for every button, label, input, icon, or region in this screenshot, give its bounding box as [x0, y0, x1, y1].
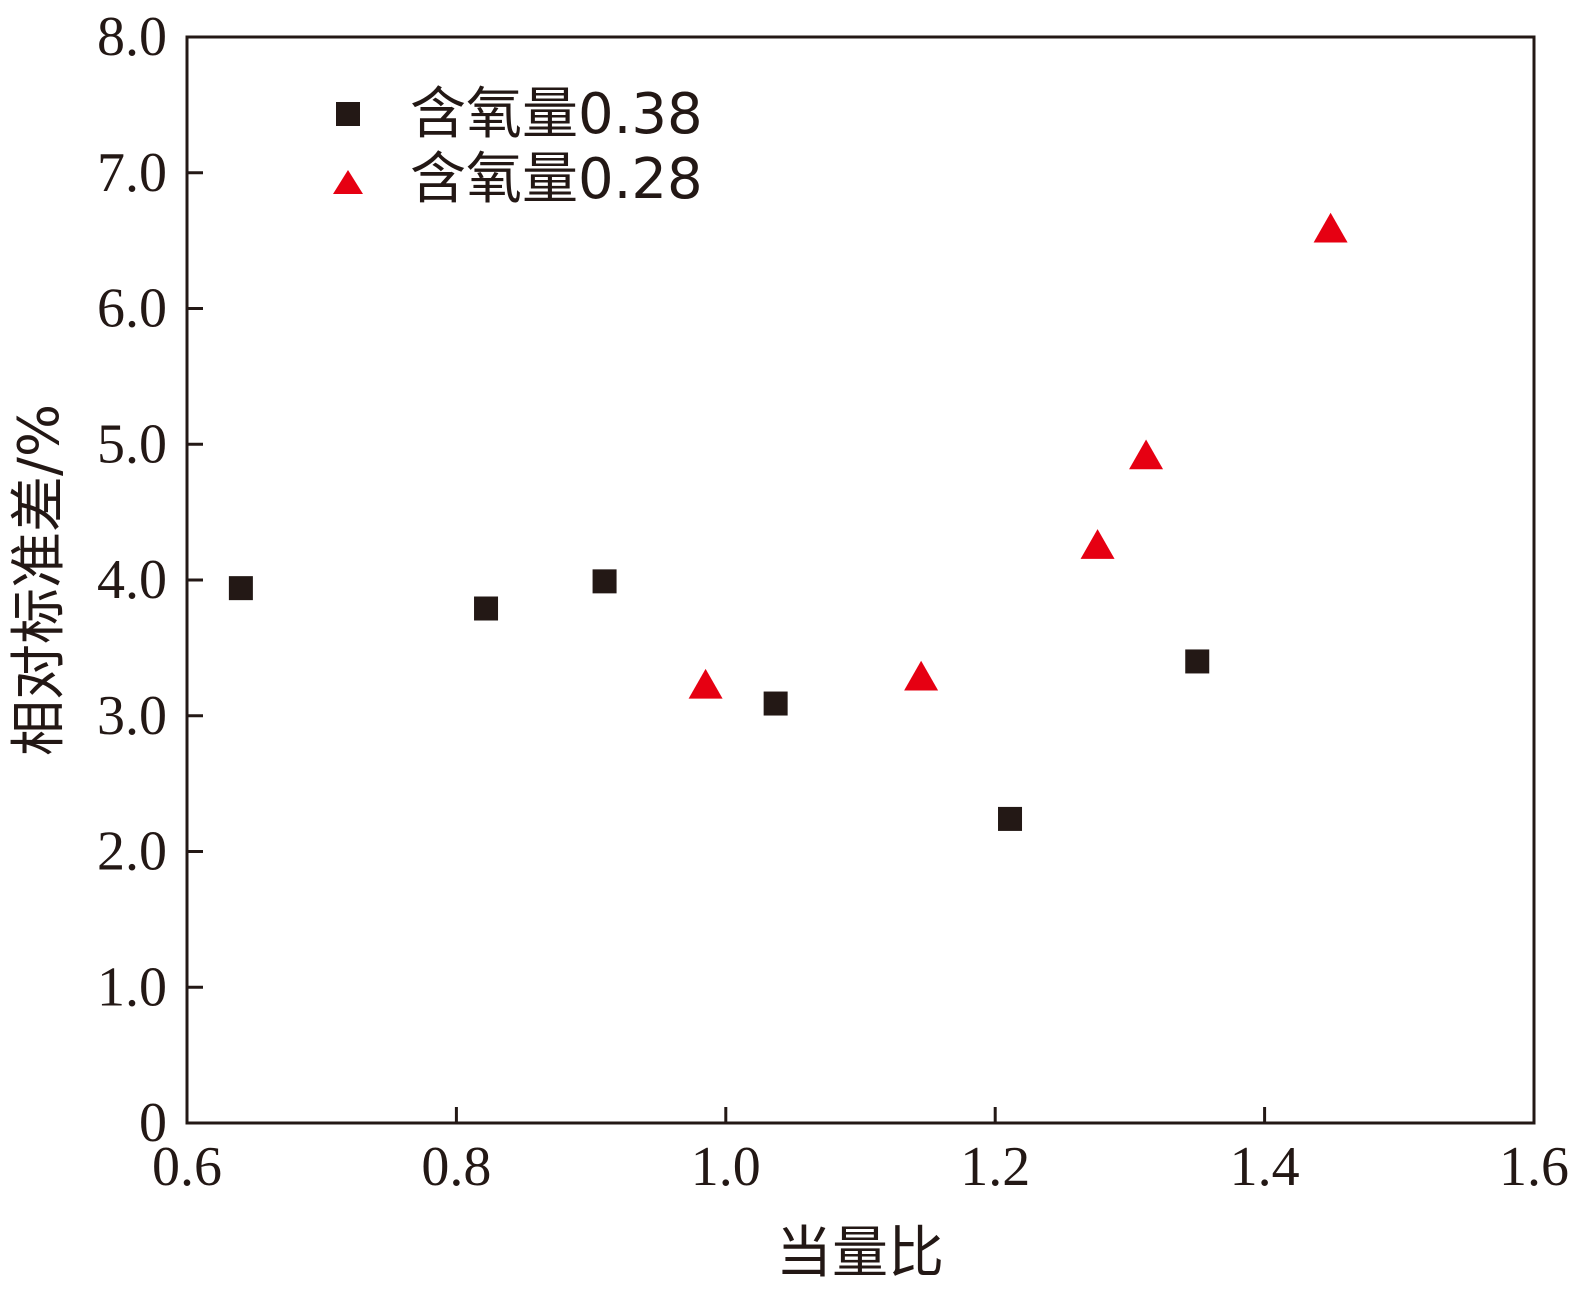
axis-ticks: 0.6 0.8 1.0 1.2 1.4 1.6 0 1.0 2.0 3.0 4.0 5.0 6.0 7.0… — [97, 6, 1569, 1198]
y-tick-label: 1.0 — [97, 956, 167, 1018]
data-point-square — [1185, 649, 1210, 674]
y-tick-label: 6.0 — [97, 278, 167, 340]
y-axis-title: 相对标准差/% — [7, 404, 72, 756]
y-tick-label: 2.0 — [97, 821, 167, 883]
x-tick-label: 1.2 — [960, 1136, 1030, 1198]
x-tick-label: 0.8 — [421, 1136, 491, 1198]
y-tick-label: 7.0 — [97, 142, 167, 204]
data-point-square — [998, 806, 1023, 831]
y-tick-label: 3.0 — [97, 685, 167, 747]
legend-label-series-1: 含氧量0.38 — [410, 82, 703, 147]
data-point-triangle — [1080, 529, 1115, 559]
legend-marker-square — [336, 102, 360, 126]
y-tick-label: 0 — [139, 1092, 167, 1154]
y-tick-label: 5.0 — [97, 413, 167, 475]
data-point-triangle — [1129, 439, 1164, 470]
data-point-square — [763, 691, 788, 716]
data-point-triangle — [1313, 212, 1348, 243]
data-point-square — [228, 576, 253, 601]
x-tick-label: 1.6 — [1499, 1136, 1569, 1198]
y-tick-label: 4.0 — [97, 549, 167, 611]
y-tick-label: 8.0 — [97, 6, 167, 68]
legend: 含氧量0.38 含氧量0.28 — [333, 82, 703, 212]
x-tick-label: 0.6 — [152, 1136, 222, 1198]
data-point-square — [474, 596, 499, 621]
data-point-triangle — [688, 668, 723, 699]
x-tick-label: 1.0 — [691, 1136, 761, 1198]
plot-frame — [185, 35, 1536, 1125]
legend-label-series-2: 含氧量0.28 — [410, 147, 703, 212]
data-points — [228, 212, 1348, 831]
legend-marker-triangle — [333, 170, 363, 194]
data-point-square — [592, 569, 617, 594]
data-point-triangle — [904, 660, 939, 691]
x-axis-title: 当量比 — [776, 1221, 944, 1286]
x-tick-label: 1.4 — [1230, 1136, 1300, 1198]
